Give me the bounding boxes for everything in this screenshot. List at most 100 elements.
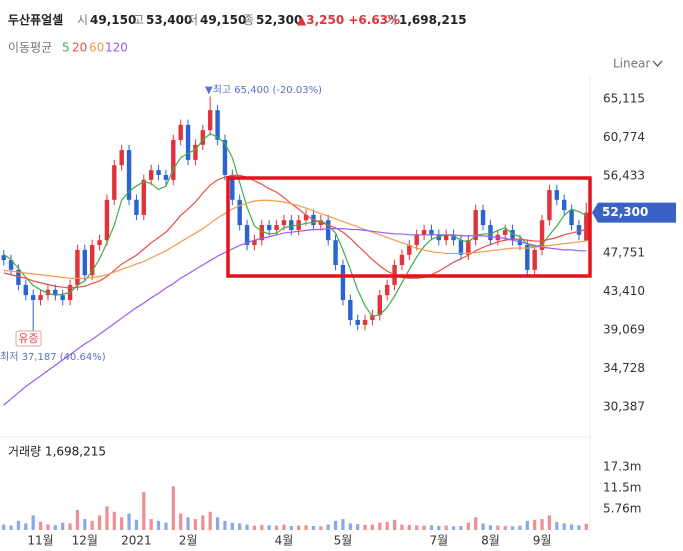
candle-body	[134, 199, 139, 215]
volume-bar	[540, 519, 544, 530]
ma-legend-entry: 60	[89, 41, 104, 55]
moving-average-line	[3, 133, 587, 318]
y-tick-label: 30,387	[603, 400, 645, 414]
volume-bar	[333, 520, 338, 530]
price-change: ▲3,250 +6.63%	[297, 13, 400, 27]
volume-bar	[112, 511, 116, 530]
volume-bar	[171, 486, 175, 530]
x-tick-label: 11월	[27, 534, 53, 548]
volume-bar	[2, 524, 6, 530]
candle-body	[340, 264, 346, 301]
candle-body	[23, 284, 29, 296]
candle-body	[185, 124, 191, 160]
volume-bar	[363, 524, 367, 530]
candle-body	[421, 229, 427, 235]
volume-bar	[252, 525, 257, 530]
x-tick-label: 4월	[275, 534, 294, 548]
volume-bar	[142, 492, 146, 530]
field-value: 49,150	[200, 13, 246, 27]
candle-body	[97, 240, 102, 246]
field-label: 종	[243, 13, 254, 27]
candle-body	[407, 245, 412, 255]
highlight-box	[226, 176, 592, 278]
candle-body	[30, 295, 36, 301]
candle-body	[16, 269, 21, 285]
candle-body	[237, 199, 242, 226]
candle-body	[163, 174, 169, 180]
candle-body	[215, 110, 220, 140]
candle-body	[355, 319, 360, 325]
high-annotation: ▼최고 65,400 (-20.03%)	[205, 84, 322, 96]
price-tag-label: 52,300	[602, 205, 648, 219]
candle-body	[252, 240, 257, 246]
candle-body	[289, 220, 294, 230]
volume-bar	[451, 526, 456, 530]
volume-bar	[466, 522, 470, 530]
volume-bar	[326, 524, 330, 530]
volume-bar	[238, 523, 242, 530]
volume-bar	[422, 525, 426, 530]
volume-bar	[223, 520, 227, 530]
candle-body	[178, 124, 183, 140]
volume-bar	[496, 525, 500, 530]
y-tick-label: 47,751	[603, 246, 645, 260]
candle-body	[502, 229, 508, 235]
volume-bar	[24, 523, 28, 530]
price-tag	[592, 202, 676, 223]
volume-bar	[149, 519, 153, 530]
candle-body	[325, 220, 331, 241]
candle-body	[443, 234, 449, 241]
ma-legend-title: 이동평균	[8, 41, 52, 55]
candle-body	[141, 179, 147, 215]
event-marker: 유증	[18, 332, 38, 345]
volume-bar	[16, 520, 21, 530]
candle-body	[75, 249, 80, 285]
volume-bar	[53, 525, 57, 530]
volume-bar	[459, 525, 463, 530]
candle-body	[333, 240, 338, 265]
volume-bar	[429, 525, 434, 530]
volume-bar	[46, 524, 50, 530]
volume-bar	[311, 525, 316, 530]
candle-body	[584, 212, 589, 241]
volume-bar	[83, 519, 87, 530]
volume-bar	[407, 524, 411, 530]
candle-body	[480, 209, 486, 226]
volume-bar	[415, 525, 419, 530]
ma-legend-entry: 5	[62, 41, 70, 55]
volume-bar	[97, 515, 102, 530]
candle-body	[466, 240, 471, 255]
volume-bar	[179, 513, 183, 530]
x-tick-label: 7월	[429, 534, 448, 548]
candle-body	[156, 170, 161, 175]
volume-bar	[38, 521, 43, 530]
candle-body	[112, 165, 117, 200]
candle-body	[171, 139, 176, 180]
volume-bar	[348, 523, 352, 530]
candle-body	[384, 284, 390, 296]
volume-bar	[127, 513, 131, 530]
candle-body	[377, 295, 383, 316]
volume-bar	[304, 525, 308, 530]
volume-bar	[120, 517, 124, 530]
y-tick-label: 60,774	[603, 130, 645, 144]
candle-body	[244, 225, 250, 246]
ma-legend-entry: 20	[72, 41, 87, 55]
volume-bar	[547, 515, 552, 530]
y-tick-label: 43,410	[603, 284, 645, 298]
scale-selector[interactable]: Linear	[613, 57, 650, 71]
candle-body	[458, 240, 464, 255]
candle-body	[429, 229, 434, 235]
volume-bar	[297, 525, 301, 530]
candle-body	[259, 225, 265, 241]
volume-bar	[68, 523, 72, 530]
x-tick-label: 9월	[533, 534, 552, 548]
candle-body	[281, 220, 287, 226]
candle-body	[436, 234, 442, 241]
field-value: 52,300	[256, 13, 302, 27]
candle-body	[517, 240, 523, 246]
volume-bar	[105, 506, 109, 530]
dropdown-chevron[interactable]	[652, 60, 663, 67]
volume-bar	[245, 524, 249, 530]
